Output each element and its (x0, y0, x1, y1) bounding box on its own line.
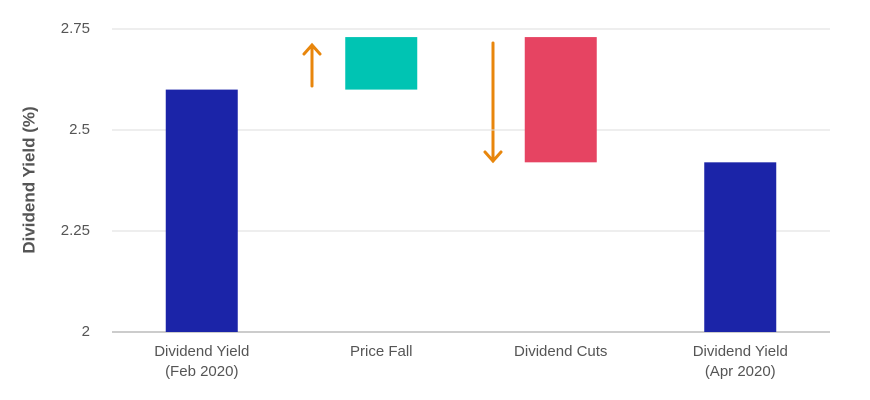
x-tick-label: Dividend Yield (Apr 2020) (693, 343, 788, 380)
y-tick-label: 2.5 (69, 121, 90, 138)
y-axis-title: Dividend Yield (%) (19, 106, 38, 253)
x-tick-label: Dividend Cuts (514, 343, 607, 360)
y-tick-label: 2.25 (61, 222, 90, 239)
bar (345, 37, 418, 90)
bar (165, 89, 238, 332)
bar (524, 37, 597, 163)
bar (704, 162, 777, 332)
x-tick-label: Dividend Yield (Feb 2020) (154, 343, 249, 380)
x-tick-label: Price Fall (350, 343, 413, 360)
y-tick-label: 2 (82, 323, 90, 340)
up-arrow (302, 42, 322, 88)
down-arrow (483, 41, 503, 164)
y-tick-label: 2.75 (61, 20, 90, 37)
